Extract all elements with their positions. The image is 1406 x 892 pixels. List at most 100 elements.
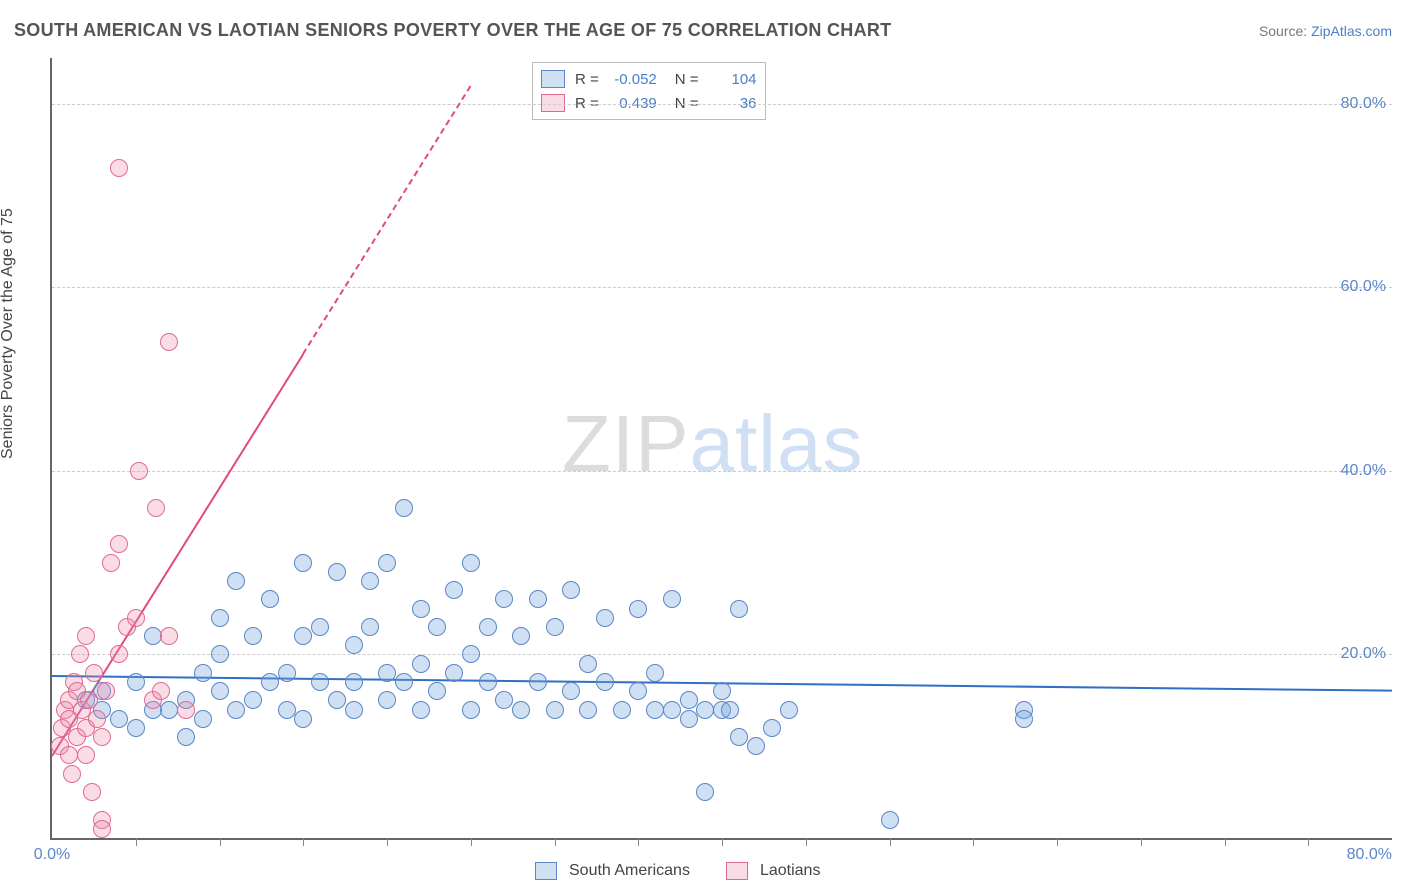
data-point (361, 618, 379, 636)
data-point (127, 609, 145, 627)
data-point (395, 499, 413, 517)
data-point (696, 701, 714, 719)
stats-row-0: R = -0.052 N = 104 (541, 67, 757, 91)
data-point (278, 664, 296, 682)
stats-box: R = -0.052 N = 104 R = 0.439 N = 36 (532, 62, 766, 120)
data-point (378, 691, 396, 709)
data-point (160, 701, 178, 719)
data-point (77, 746, 95, 764)
data-point (93, 728, 111, 746)
data-point (479, 618, 497, 636)
data-point (730, 600, 748, 618)
xtick-mark (387, 838, 388, 846)
data-point (261, 590, 279, 608)
data-point (194, 710, 212, 728)
data-point (294, 554, 312, 572)
data-point (144, 627, 162, 645)
data-point (1015, 710, 1033, 728)
ytick-label: 60.0% (1341, 278, 1386, 296)
watermark-zip: ZIP (562, 399, 689, 488)
data-point (445, 581, 463, 599)
data-point (110, 710, 128, 728)
trend-line (302, 86, 471, 355)
plot-area: ZIPatlas R = -0.052 N = 104 R = 0.439 N … (50, 58, 1392, 840)
data-point (152, 682, 170, 700)
stats-n-label-0: N = (675, 71, 699, 88)
data-point (579, 701, 597, 719)
gridline (52, 287, 1392, 288)
data-point (147, 499, 165, 517)
data-point (294, 627, 312, 645)
data-point (713, 682, 731, 700)
watermark-atlas: atlas (689, 399, 863, 488)
data-point (211, 682, 229, 700)
xtick-mark (890, 838, 891, 846)
data-point (345, 673, 363, 691)
watermark: ZIPatlas (562, 398, 863, 490)
data-point (130, 462, 148, 480)
stats-r-label-0: R = (575, 71, 599, 88)
data-point (278, 701, 296, 719)
data-point (462, 701, 480, 719)
data-point (562, 581, 580, 599)
data-point (80, 691, 98, 709)
xtick-mark (806, 838, 807, 846)
xtick-mark (722, 838, 723, 846)
data-point (83, 783, 101, 801)
source-link[interactable]: ZipAtlas.com (1311, 23, 1392, 39)
data-point (428, 682, 446, 700)
data-point (512, 627, 530, 645)
data-point (881, 811, 899, 829)
data-point (194, 664, 212, 682)
ytick-label: 80.0% (1341, 95, 1386, 113)
data-point (445, 664, 463, 682)
data-point (629, 682, 647, 700)
chart-source: Source: ZipAtlas.com (1259, 23, 1392, 39)
data-point (730, 728, 748, 746)
data-point (763, 719, 781, 737)
xtick-mark (638, 838, 639, 846)
xtick-mark (303, 838, 304, 846)
data-point (110, 645, 128, 663)
gridline (52, 654, 1392, 655)
data-point (412, 701, 430, 719)
data-point (261, 673, 279, 691)
data-point (462, 554, 480, 572)
source-prefix: Source: (1259, 23, 1311, 39)
data-point (646, 664, 664, 682)
legend-swatch-0 (535, 862, 557, 880)
data-point (680, 691, 698, 709)
legend-label-0: South Americans (569, 862, 690, 880)
xtick-mark (220, 838, 221, 846)
data-point (412, 600, 430, 618)
data-point (345, 701, 363, 719)
data-point (495, 691, 513, 709)
xtick-mark (1057, 838, 1058, 846)
stats-r-value-0: -0.052 (609, 71, 657, 88)
ytick-label: 20.0% (1341, 645, 1386, 663)
data-point (529, 673, 547, 691)
data-point (361, 572, 379, 590)
data-point (596, 609, 614, 627)
gridline (52, 471, 1392, 472)
data-point (244, 691, 262, 709)
data-point (395, 673, 413, 691)
data-point (663, 590, 681, 608)
data-point (562, 682, 580, 700)
data-point (60, 746, 78, 764)
data-point (71, 645, 89, 663)
xtick-mark (471, 838, 472, 846)
data-point (211, 609, 229, 627)
data-point (110, 159, 128, 177)
data-point (85, 664, 103, 682)
data-point (63, 765, 81, 783)
xtick-mark (555, 838, 556, 846)
data-point (613, 701, 631, 719)
data-point (177, 728, 195, 746)
data-point (495, 590, 513, 608)
data-point (747, 737, 765, 755)
data-point (177, 701, 195, 719)
data-point (93, 820, 111, 838)
ytick-label: 40.0% (1341, 462, 1386, 480)
data-point (88, 710, 106, 728)
